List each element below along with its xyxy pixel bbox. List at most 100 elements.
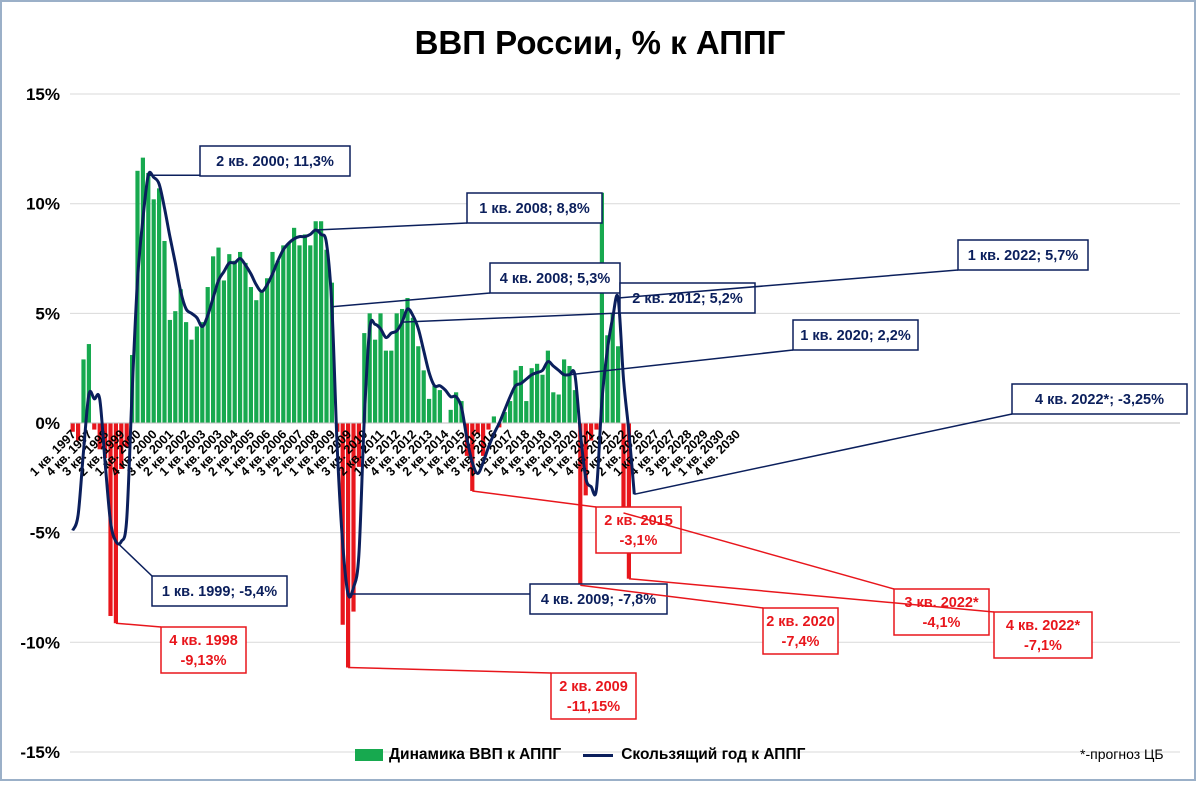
bar	[545, 350, 550, 423]
bar	[140, 157, 145, 423]
annotation-box	[199, 145, 351, 177]
bar	[351, 423, 356, 612]
bar	[437, 390, 442, 423]
bar	[157, 188, 162, 423]
y-tick-label: 10%	[26, 195, 60, 214]
bar	[275, 260, 280, 423]
bar	[151, 199, 156, 423]
annotation-leader	[580, 584, 764, 609]
bar	[508, 401, 513, 423]
bar	[475, 423, 480, 434]
bar	[76, 423, 81, 441]
bar	[562, 359, 567, 423]
bar	[373, 339, 378, 423]
bar	[513, 370, 518, 423]
bar	[448, 409, 453, 423]
bar	[389, 350, 394, 423]
bar	[124, 423, 129, 448]
bar	[238, 251, 243, 423]
legend: Динамика ВВП к АППГ Скользящий год к АПП…	[355, 746, 805, 764]
legend-line-label: Скользящий год к АППГ	[621, 746, 806, 763]
bar	[70, 423, 75, 432]
bar	[227, 254, 232, 423]
annotation-box	[489, 262, 621, 294]
annotation-label: 3 кв. 2022*	[904, 595, 979, 611]
bar	[605, 335, 610, 423]
legend-line-swatch	[583, 753, 614, 757]
legend-bar-label: Динамика ВВП к АППГ	[389, 746, 562, 763]
bar	[400, 308, 405, 423]
bar	[319, 221, 324, 423]
annotation-value: -3,1%	[620, 533, 658, 549]
annotation-value: -7,4%	[782, 634, 820, 650]
bar	[97, 423, 102, 450]
bar	[292, 227, 297, 423]
annotation-leader	[618, 269, 959, 299]
annotation-box	[792, 319, 919, 351]
annotation-box	[762, 607, 839, 655]
annotation-label: 2 кв. 2015	[604, 513, 673, 529]
bar	[254, 300, 259, 423]
annotation-label: 1 кв. 2020; 2,2%	[800, 328, 911, 344]
bar	[162, 240, 167, 423]
annotation-leader	[402, 312, 621, 323]
bar	[524, 401, 529, 423]
annotation-label: 4 кв. 2022*; -3,25%	[1035, 392, 1164, 408]
bar	[178, 289, 183, 423]
annotation-leader	[348, 666, 552, 674]
annotation-leader	[472, 490, 597, 508]
annotation-label: 4 кв. 1998	[169, 633, 238, 649]
bar	[421, 370, 426, 423]
bar	[286, 243, 291, 423]
annotation-box	[160, 626, 247, 674]
bar	[297, 245, 302, 423]
bar	[221, 280, 226, 423]
y-tick-label: -15%	[20, 743, 60, 762]
bar	[346, 423, 351, 668]
bar	[621, 423, 626, 513]
bar	[302, 234, 307, 423]
bar	[270, 251, 275, 423]
bar	[427, 398, 432, 423]
bar	[92, 423, 97, 430]
bar	[410, 317, 415, 423]
bar	[551, 392, 556, 423]
bar	[324, 249, 329, 423]
bar	[394, 313, 399, 423]
bar	[259, 291, 264, 423]
annotation-label: 1 кв. 1999; -5,4%	[162, 584, 277, 600]
annotation-label: 4 кв. 2009; -7,8%	[541, 592, 656, 608]
moving-year-line	[71, 170, 636, 599]
bar	[362, 333, 367, 423]
annotation-box	[550, 672, 637, 720]
bar	[189, 339, 194, 423]
bar	[610, 313, 615, 423]
bar	[367, 313, 372, 423]
annotation-box	[1011, 383, 1188, 415]
bar	[572, 390, 577, 423]
y-tick-label: -5%	[30, 524, 60, 543]
bar	[216, 247, 221, 423]
bar	[86, 344, 91, 423]
bar	[416, 346, 421, 423]
annotation-leader	[628, 577, 995, 613]
legend-bar-swatch	[355, 749, 383, 761]
y-tick-label: 0%	[35, 414, 60, 433]
annotation-leader	[569, 349, 794, 376]
annotation-value: -7,1%	[1024, 638, 1062, 654]
annotation-label: 2 кв. 2012; 5,2%	[632, 291, 743, 307]
annotation-box	[993, 611, 1093, 659]
bar	[432, 385, 437, 423]
bar	[589, 423, 594, 441]
bar	[281, 245, 286, 423]
bar	[184, 322, 189, 423]
annotation-box	[466, 192, 603, 224]
bar	[173, 311, 178, 423]
bar	[616, 346, 621, 423]
bar	[540, 374, 545, 423]
annotation-leader	[331, 292, 491, 308]
bar	[454, 392, 459, 423]
annotation-box	[595, 506, 682, 554]
